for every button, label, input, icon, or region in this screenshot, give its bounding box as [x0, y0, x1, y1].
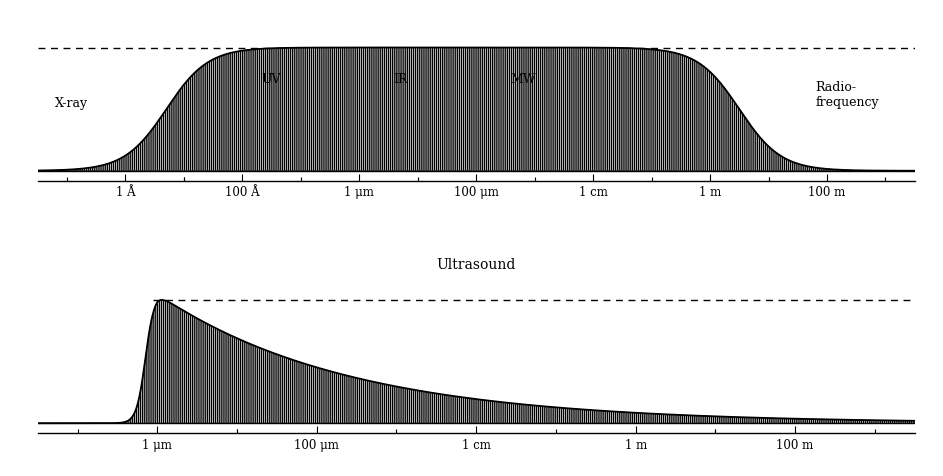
Text: UV: UV [262, 73, 281, 86]
Text: Radio-
frequency: Radio- frequency [816, 81, 879, 109]
Text: X-ray: X-ray [56, 97, 89, 110]
Text: IR: IR [393, 73, 407, 86]
Text: MW: MW [510, 73, 536, 86]
Title: Ultrasound: Ultrasound [437, 258, 516, 272]
